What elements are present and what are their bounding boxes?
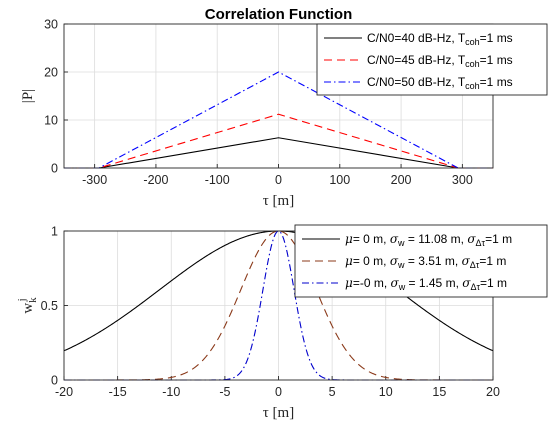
x-tick-label: 100 (329, 173, 350, 187)
legend-text: =1 m (480, 276, 507, 290)
x-tick-label: 10 (379, 385, 393, 399)
x-tick-label: 20 (486, 385, 500, 399)
legend-mu: μ (345, 232, 353, 246)
legend-text: =1 ms (480, 53, 513, 67)
chart-title: Correlation Function (205, 6, 353, 23)
legend-mu: μ (345, 276, 353, 290)
x-tick-label: 200 (391, 173, 412, 187)
legend-text: =1 ms (480, 75, 513, 89)
legend-sub: Δτ (470, 260, 480, 270)
legend-sigma: σ (462, 276, 471, 290)
legend-box (294, 224, 548, 298)
legend-text: =1 m (485, 232, 512, 246)
legend-text: C/N0=45 dB-Hz, T (367, 53, 466, 67)
x-tick-label: -15 (109, 385, 127, 399)
legend-sigma: σ (390, 232, 399, 246)
legend-sub: coh (465, 37, 480, 47)
x-tick-label: 300 (452, 173, 473, 187)
legend-text: C/N0=50 dB-Hz, T (367, 75, 466, 89)
legend-sigma: σ (391, 276, 400, 290)
y-tick-label: 0 (51, 162, 58, 176)
legend-sub: w (397, 238, 405, 248)
legend-text: = 3.51 m, (405, 254, 462, 268)
legend-mu: μ (345, 254, 353, 268)
legend-sub: coh (465, 59, 480, 69)
x-axis-label: τ [m] (263, 405, 294, 421)
legend-text: = 0 m, (353, 254, 390, 268)
x-tick-label: -10 (162, 385, 180, 399)
legend-sigma: σ (390, 254, 399, 268)
y-label-sup: j (16, 298, 28, 302)
y-label-main: w (20, 303, 36, 314)
legend-label-1: C/N0=40 dB-Hz, Tcoh=1 ms (367, 31, 513, 47)
x-tick-label: 0 (275, 385, 282, 399)
legend-text: = 1.45 m, (405, 276, 462, 290)
x-tick-label: -200 (143, 173, 168, 187)
legend-label-2: μ= 0 m, σw = 3.51 m, σΔτ=1 m (345, 254, 506, 270)
y-tick-label: 10 (44, 114, 58, 128)
legend-text: =1 ms (480, 31, 513, 45)
legend-text: = 0 m, (353, 232, 390, 246)
x-tick-label: -20 (55, 385, 73, 399)
y-tick-label: 20 (44, 66, 58, 80)
axes-box (63, 23, 494, 169)
y-tick-label: 1 (51, 225, 58, 239)
legend-text: =-0 m, (353, 276, 391, 290)
x-tick-label: -300 (82, 173, 107, 187)
x-axis-label: τ [m] (263, 193, 294, 209)
legend-label-2: C/N0=45 dB-Hz, Tcoh=1 ms (367, 53, 513, 69)
legend-label-3: C/N0=50 dB-Hz, Tcoh=1 ms (367, 75, 513, 91)
correlation-function-plot: -300 -200 -100 0 100 200 300 0 10 20 30 Correlation… (20, 6, 548, 209)
axes-box (63, 230, 494, 381)
legend-sigma: σ (462, 254, 471, 268)
legend-sub: Δτ (470, 282, 480, 292)
y-axis-label: |P| (20, 89, 36, 103)
legend-sub: coh (465, 81, 480, 91)
legend-text: =1 m (479, 254, 506, 268)
legend-label-1: μ= 0 m, σw = 11.08 m, σΔτ=1 m (345, 232, 512, 248)
y-label-sub: k (27, 297, 39, 303)
y-tick-label: 0.5 (41, 299, 58, 313)
y-tick-label: 0 (51, 374, 58, 388)
x-tick-label: -5 (219, 385, 230, 399)
legend-sub: w (398, 282, 406, 292)
legend-text: C/N0=40 dB-Hz, T (367, 31, 466, 45)
legend-sub: Δτ (476, 238, 486, 248)
x-tick-label: 15 (432, 385, 446, 399)
legend-sigma: σ (467, 232, 476, 246)
x-tick-label: 5 (329, 385, 336, 399)
legend-text: = 11.08 m, (405, 232, 468, 246)
y-axis-label: wkj (16, 297, 39, 314)
legend-label-3: μ=-0 m, σw = 1.45 m, σΔτ=1 m (345, 276, 507, 292)
x-tick-label: -100 (205, 173, 230, 187)
y-tick-label: 30 (44, 18, 58, 32)
x-tick-label: 0 (275, 173, 282, 187)
legend-sub: w (397, 260, 405, 270)
